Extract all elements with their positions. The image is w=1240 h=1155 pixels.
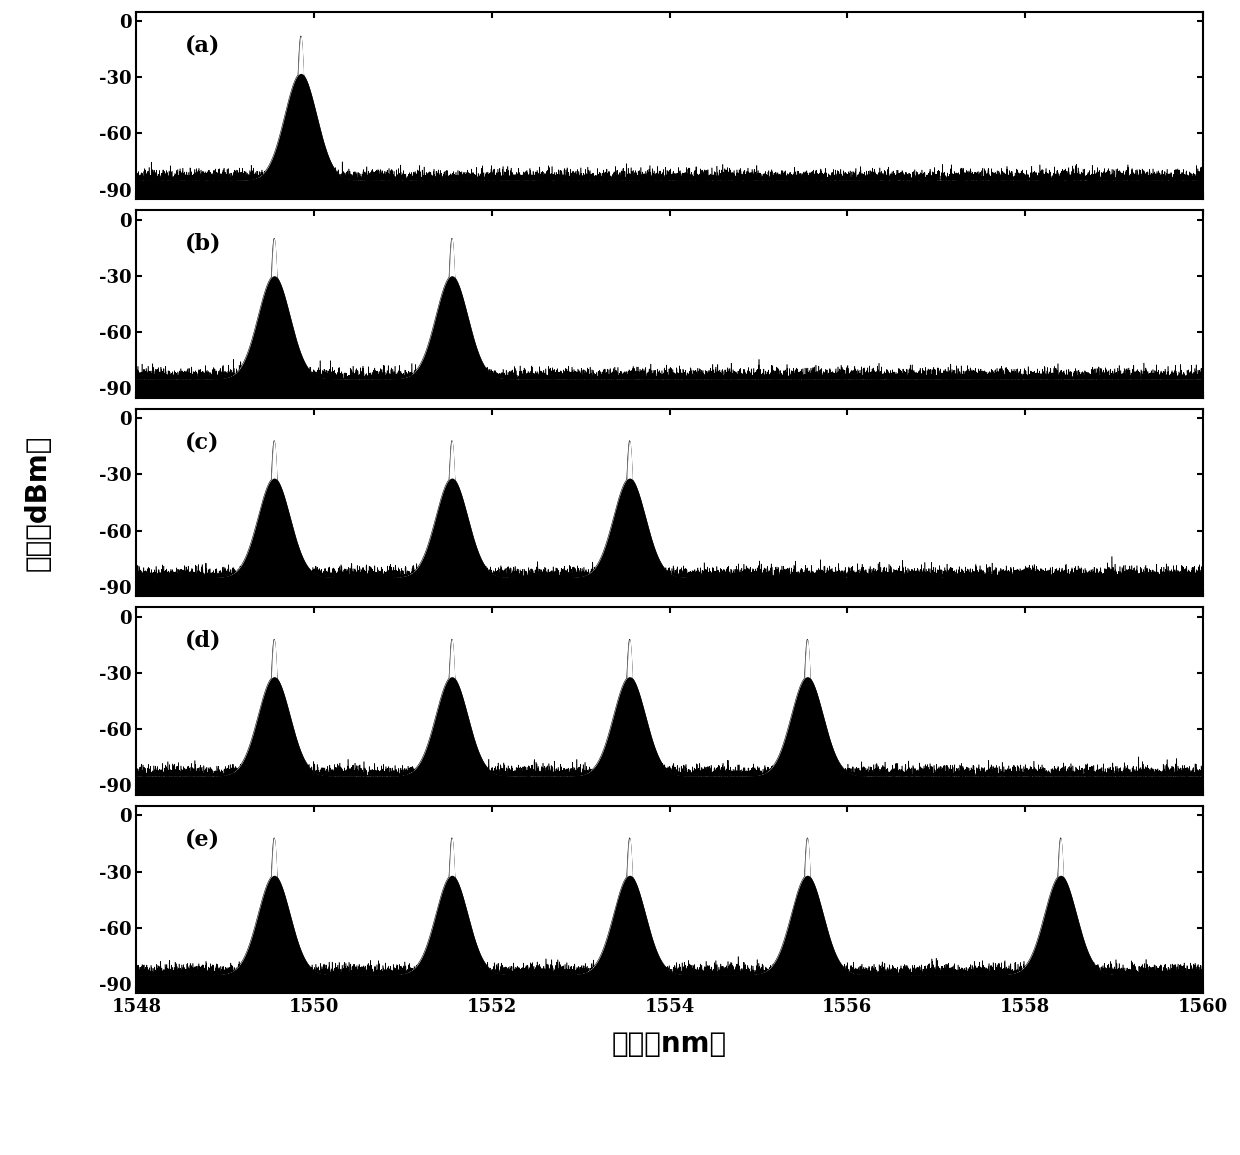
X-axis label: 波长（nm）: 波长（nm） (613, 1030, 727, 1058)
Text: (d): (d) (185, 629, 221, 651)
Text: (c): (c) (185, 431, 219, 453)
Text: (a): (a) (185, 33, 219, 57)
Text: (e): (e) (185, 828, 219, 850)
Text: (b): (b) (185, 232, 221, 254)
Text: 功率（dBm）: 功率（dBm） (24, 434, 51, 571)
